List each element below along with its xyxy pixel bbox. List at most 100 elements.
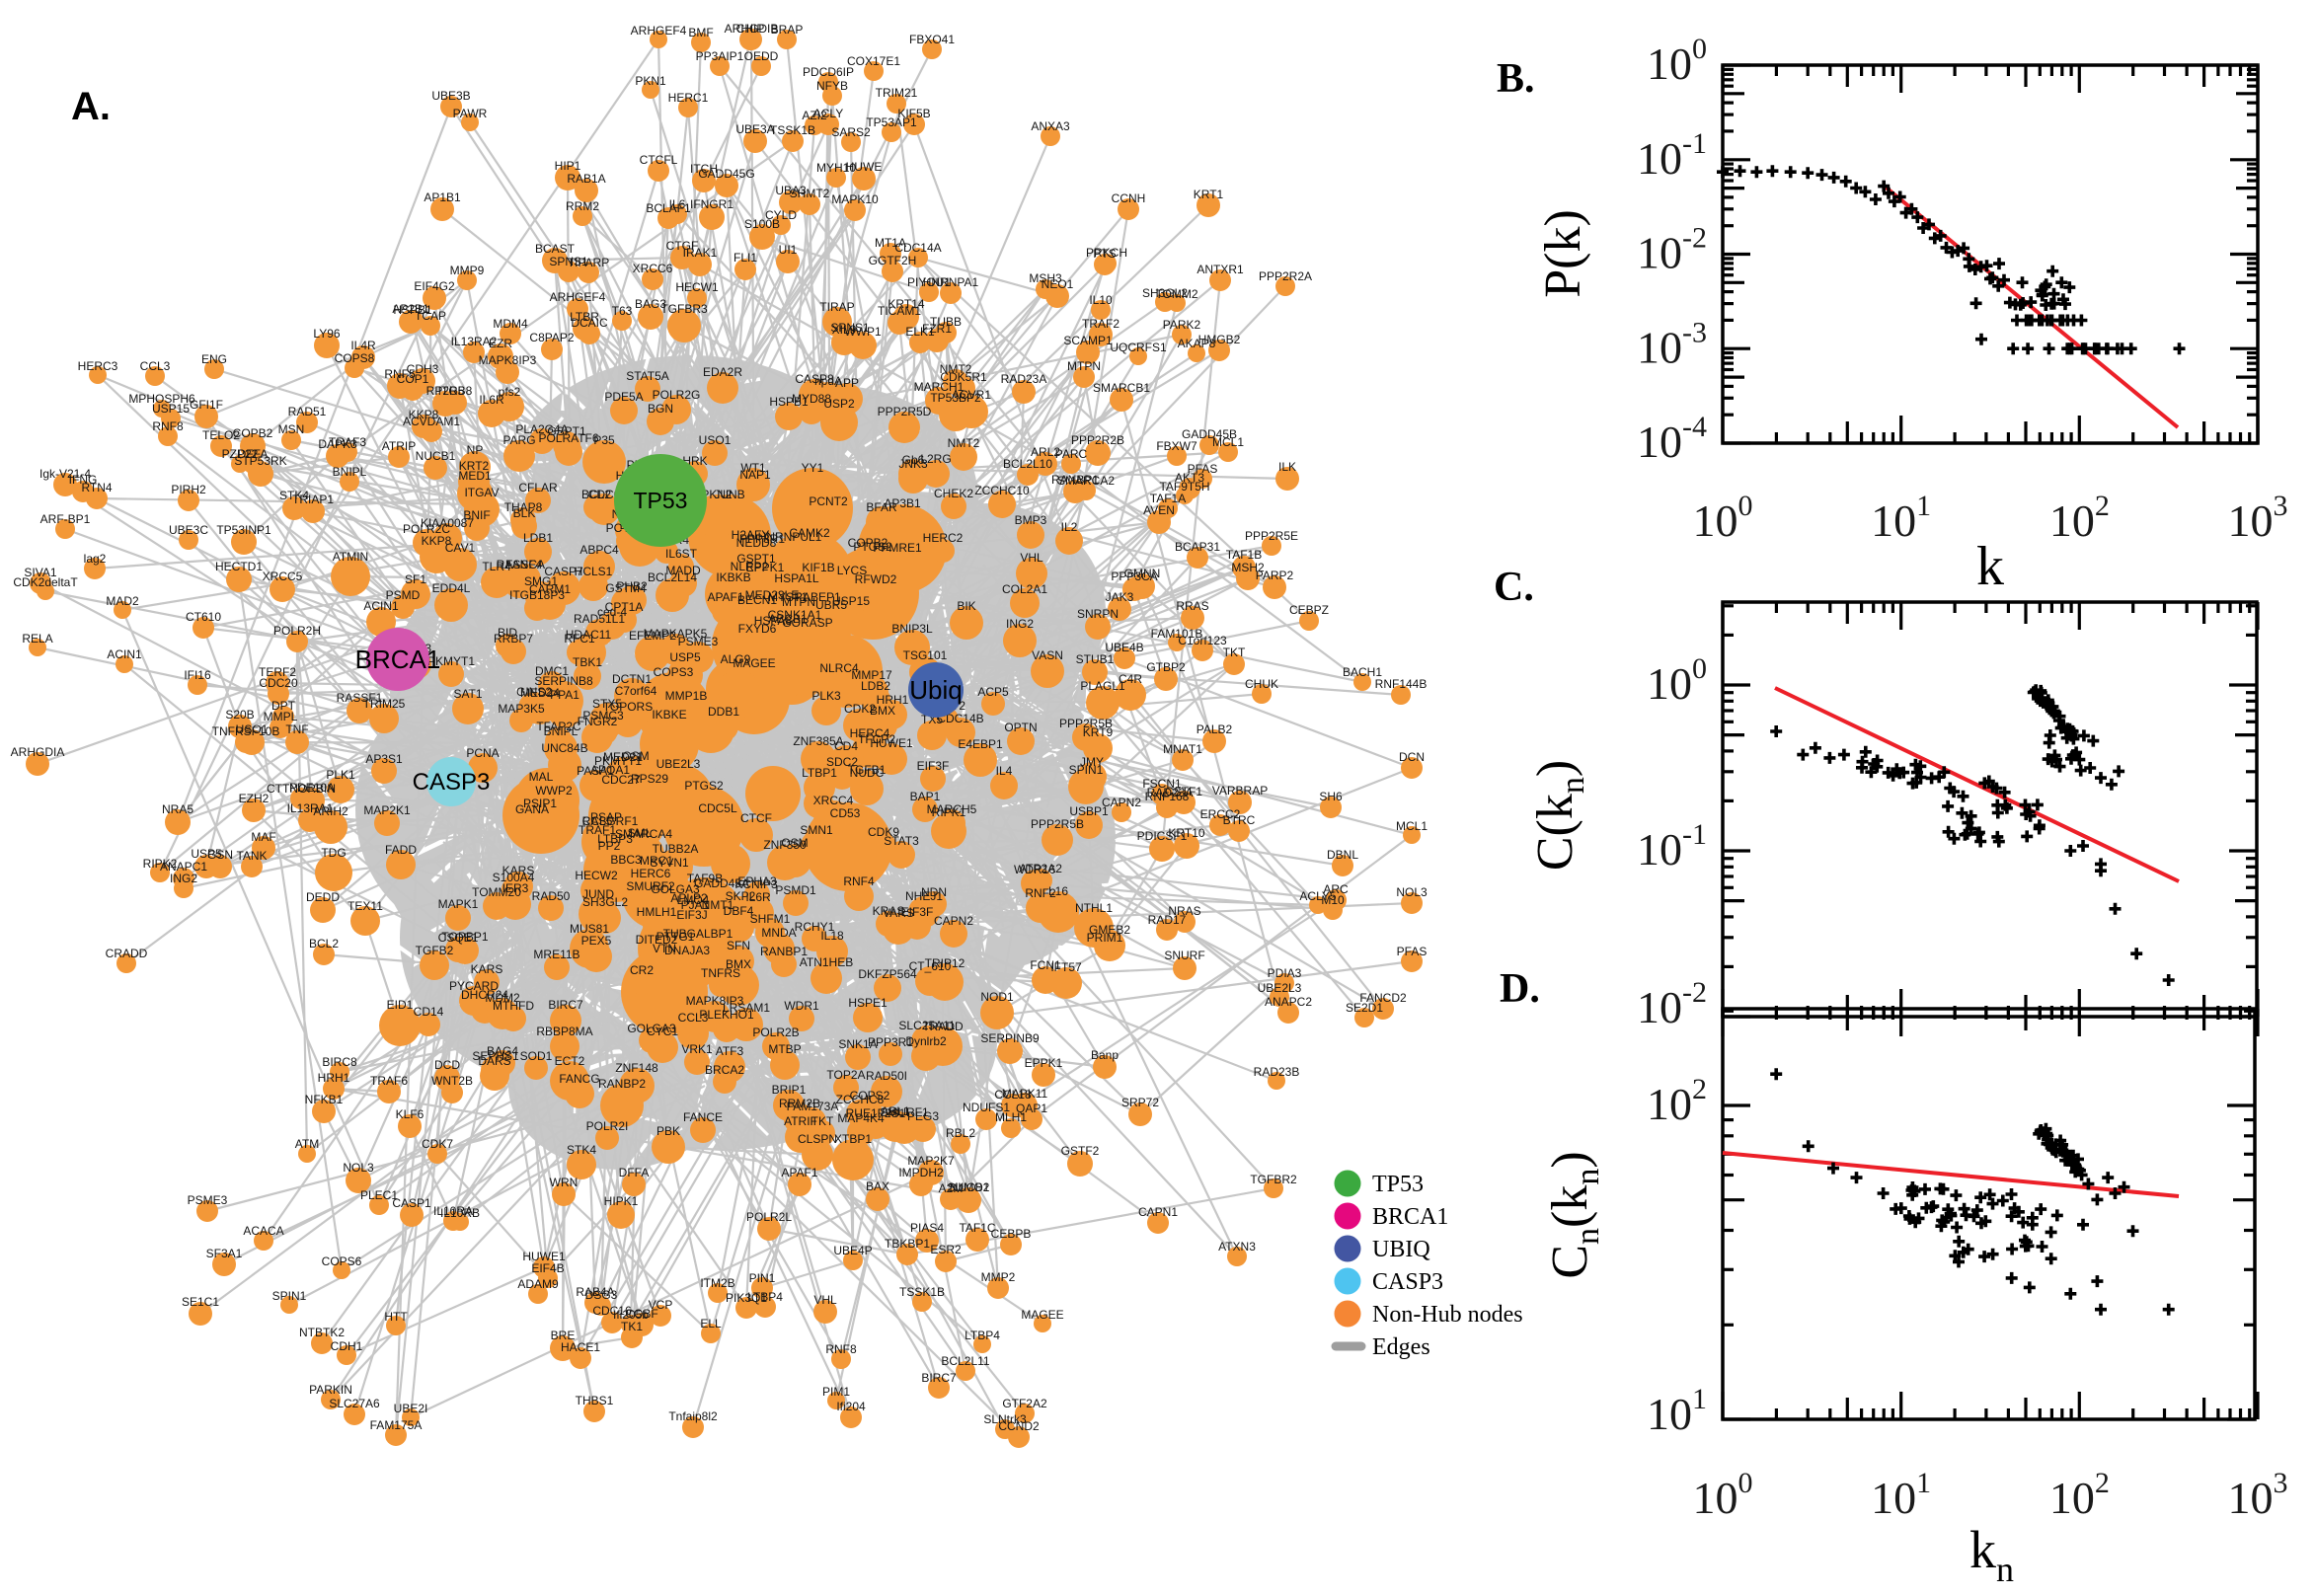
svg-text:FANCA: FANCA bbox=[505, 558, 545, 571]
svg-text:DBNL: DBNL bbox=[1327, 848, 1358, 862]
svg-text:PARG: PARG bbox=[502, 433, 535, 447]
svg-text:PTGS2: PTGS2 bbox=[684, 779, 724, 793]
svg-text:JAK3: JAK3 bbox=[1106, 590, 1134, 604]
svg-text:PARK2: PARK2 bbox=[1163, 318, 1201, 332]
svg-text:CLSPN: CLSPN bbox=[798, 1132, 837, 1146]
svg-text:C7orf64: C7orf64 bbox=[615, 684, 657, 698]
svg-text:DKFZP564: DKFZP564 bbox=[858, 967, 917, 981]
svg-text:SIVA1: SIVA1 bbox=[24, 566, 56, 579]
svg-text:NDUFS1: NDUFS1 bbox=[963, 1101, 1010, 1114]
svg-text:CDK2deltaT: CDK2deltaT bbox=[13, 575, 78, 589]
svg-text:CDK7: CDK7 bbox=[422, 1137, 453, 1151]
svg-text:BNIP3L: BNIP3L bbox=[891, 622, 933, 636]
svg-text:FLI1: FLI1 bbox=[733, 251, 757, 265]
svg-text:RCHY1: RCHY1 bbox=[795, 920, 835, 934]
svg-text:IRAK1: IRAK1 bbox=[683, 246, 718, 260]
svg-text:npdA: npdA bbox=[814, 374, 842, 388]
svg-text:APAF1: APAF1 bbox=[707, 590, 743, 604]
svg-text:UI1: UI1 bbox=[779, 243, 798, 257]
svg-text:CASP8: CASP8 bbox=[795, 372, 834, 386]
svg-text:PSMD1: PSMD1 bbox=[775, 883, 816, 897]
svg-text:RUE1F2S1: RUE1F2S1 bbox=[846, 1106, 906, 1120]
svg-text:PKN1: PKN1 bbox=[635, 74, 666, 88]
svg-text:IL6R: IL6R bbox=[479, 393, 504, 407]
svg-text:SMN1: SMN1 bbox=[800, 823, 833, 837]
svg-text:GORASP: GORASP bbox=[782, 616, 832, 630]
svg-text:AKAP8: AKAP8 bbox=[1178, 337, 1216, 350]
svg-text:NP: NP bbox=[467, 443, 484, 457]
svg-text:NAP1: NAP1 bbox=[739, 468, 771, 482]
svg-text:CASP7: CASP7 bbox=[544, 565, 583, 578]
svg-text:CSQE1: CSQE1 bbox=[438, 931, 479, 945]
svg-text:ARHGDIB: ARHGDIB bbox=[725, 22, 779, 36]
svg-text:NOD1: NOD1 bbox=[980, 990, 1014, 1004]
svg-text:TOP2A: TOP2A bbox=[826, 1068, 865, 1082]
svg-text:PSME3: PSME3 bbox=[678, 635, 719, 648]
svg-text:SFN: SFN bbox=[727, 939, 750, 952]
svg-text:ITCH: ITCH bbox=[690, 162, 718, 176]
svg-text:RNF5: RNF5 bbox=[384, 367, 416, 381]
svg-text:ING2: ING2 bbox=[1006, 617, 1034, 631]
svg-text:SKP2: SKP2 bbox=[726, 889, 756, 903]
svg-text:ARL2: ARL2 bbox=[1031, 445, 1060, 459]
svg-text:PTS: PTS bbox=[1093, 247, 1116, 261]
svg-text:TSSK1B: TSSK1B bbox=[899, 1285, 945, 1299]
svg-text:GOLGA3: GOLGA3 bbox=[651, 882, 700, 896]
svg-text:COPB2: COPB2 bbox=[848, 536, 888, 550]
svg-text:DITED2: DITED2 bbox=[636, 933, 678, 947]
svg-text:RASSF1: RASSF1 bbox=[337, 691, 383, 705]
svg-text:SYVN1: SYVN1 bbox=[650, 856, 689, 870]
svg-text:PSMD: PSMD bbox=[386, 588, 421, 602]
svg-text:TRADD: TRADD bbox=[922, 1020, 964, 1033]
svg-text:SUMO1: SUMO1 bbox=[948, 1180, 990, 1194]
svg-text:SDC2: SDC2 bbox=[826, 755, 858, 769]
svg-text:RNF2: RNF2 bbox=[1025, 886, 1056, 900]
svg-text:ANAPC1: ANAPC1 bbox=[160, 860, 207, 874]
svg-text:TICAM1: TICAM1 bbox=[878, 304, 921, 318]
svg-text:ANXA3: ANXA3 bbox=[1031, 119, 1070, 133]
svg-text:SH6: SH6 bbox=[1319, 790, 1343, 803]
svg-text:EDA2R: EDA2R bbox=[703, 365, 742, 379]
svg-text:BIK: BIK bbox=[957, 599, 975, 613]
svg-text:ABL1: ABL1 bbox=[881, 1104, 910, 1118]
svg-text:SNRPN: SNRPN bbox=[1077, 607, 1119, 621]
svg-text:PRKCH: PRKCH bbox=[1086, 246, 1127, 260]
svg-text:WWP1: WWP1 bbox=[844, 325, 882, 339]
svg-text:SMARCB1: SMARCB1 bbox=[1093, 381, 1150, 395]
svg-text:RAD50: RAD50 bbox=[532, 889, 571, 903]
svg-text:TRIAP1: TRIAP1 bbox=[292, 493, 334, 506]
svg-text:ESR2: ESR2 bbox=[930, 1243, 962, 1256]
svg-text:MED24: MED24 bbox=[520, 686, 560, 700]
svg-text:HRH1: HRH1 bbox=[318, 1071, 350, 1085]
svg-text:ARIH2: ARIH2 bbox=[313, 804, 348, 818]
svg-text:RAD23B: RAD23B bbox=[1254, 1065, 1300, 1079]
svg-text:H2AFY: H2AFY bbox=[732, 528, 770, 542]
svg-text:PDCD6IP: PDCD6IP bbox=[803, 65, 854, 79]
svg-text:PIM1: PIM1 bbox=[822, 1385, 850, 1399]
svg-text:GADD45B: GADD45B bbox=[1182, 427, 1237, 441]
svg-text:A.: A. bbox=[71, 85, 111, 128]
svg-text:HNRNPA1: HNRNPA1 bbox=[923, 275, 979, 289]
svg-text:CT610: CT610 bbox=[186, 610, 221, 624]
svg-text:CR2: CR2 bbox=[630, 963, 654, 977]
svg-text:BRIP1: BRIP1 bbox=[772, 1083, 807, 1097]
svg-text:IL10: IL10 bbox=[1089, 293, 1113, 307]
svg-text:PIN1: PIN1 bbox=[749, 1271, 776, 1285]
svg-text:CDC14A: CDC14A bbox=[894, 241, 941, 255]
svg-text:CASP3: CASP3 bbox=[413, 769, 491, 796]
svg-text:ZCCHC8: ZCCHC8 bbox=[836, 1093, 885, 1106]
svg-text:USP2: USP2 bbox=[823, 397, 855, 411]
svg-text:PPP2R2A: PPP2R2A bbox=[1259, 269, 1312, 283]
svg-text:BMF: BMF bbox=[688, 26, 713, 39]
svg-text:MAPK1: MAPK1 bbox=[438, 897, 479, 911]
svg-text:ARHGDIA: ARHGDIA bbox=[11, 745, 65, 759]
svg-text:IL13RA1: IL13RA1 bbox=[287, 801, 334, 815]
svg-text:DEDD: DEDD bbox=[306, 890, 340, 904]
svg-text:SNK1A: SNK1A bbox=[838, 1037, 877, 1051]
svg-text:STAT3: STAT3 bbox=[884, 834, 919, 848]
svg-text:CYLD: CYLD bbox=[765, 208, 797, 222]
svg-text:S100A4: S100A4 bbox=[493, 871, 535, 884]
svg-text:SNURF: SNURF bbox=[1164, 949, 1204, 962]
svg-text:HCLS1: HCLS1 bbox=[575, 565, 613, 578]
svg-text:BCAST: BCAST bbox=[535, 242, 576, 256]
